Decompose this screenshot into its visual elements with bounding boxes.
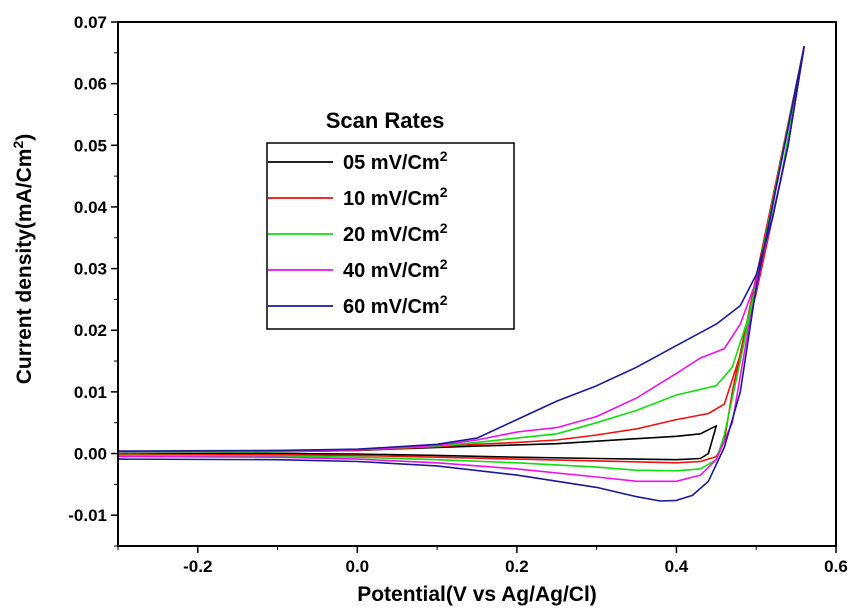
x-tick-label-0: -0.2: [183, 557, 212, 576]
legend-box: [266, 142, 515, 330]
tick-layer: -0.2 0.0 0.2 0.4 0.6 -0.01 0.00 0.01 0.02 0.03 0.0…: [68, 13, 848, 576]
y-tick-label-4: 0.03: [74, 260, 107, 279]
x-tick-label-3: 0.4: [665, 557, 689, 576]
legend: Scan Rates 05 mV/Cm2 10 mV/Cm2 20 mV/Cm2 40…: [266, 108, 515, 330]
y-tick-label-7: 0.06: [74, 75, 107, 94]
legend-label-4: 60 mV/Cm2: [343, 292, 448, 318]
series-line-4: [117, 45, 805, 502]
y-tick-label-5: 0.04: [74, 198, 108, 217]
legend-label-3: 40 mV/Cm2: [343, 256, 448, 282]
y-tick-label-8: 0.07: [74, 13, 107, 32]
series-line-0: [117, 425, 718, 461]
legend-title: Scan Rates: [326, 108, 445, 133]
legend-items: 05 mV/Cm2 10 mV/Cm2 20 mV/Cm2 40 mV/Cm2 60 m…: [268, 148, 448, 318]
y-tick-label-0: -0.01: [68, 506, 107, 525]
x-tick-label-4: 0.6: [824, 557, 848, 576]
x-axis-title: Potential(V vs Ag/Ag/Cl): [357, 583, 597, 606]
x-tick-label-1: 0.0: [346, 557, 370, 576]
legend-label-1: 10 mV/Cm2: [343, 184, 448, 210]
y-tick-label-6: 0.05: [74, 136, 107, 155]
y-tick-label-2: 0.01: [74, 383, 107, 402]
legend-label-2: 20 mV/Cm2: [343, 220, 448, 246]
plot-frame: [117, 21, 837, 547]
y-axis-title: Current density(mA/Cm2): [10, 134, 36, 385]
legend-label-0: 05 mV/Cm2: [343, 148, 448, 174]
x-tick-label-2: 0.2: [505, 557, 529, 576]
series-layer: [117, 45, 805, 502]
y-tick-label-1: 0.00: [74, 445, 107, 464]
y-tick-label-3: 0.02: [74, 321, 107, 340]
series-line-1: [117, 45, 805, 464]
